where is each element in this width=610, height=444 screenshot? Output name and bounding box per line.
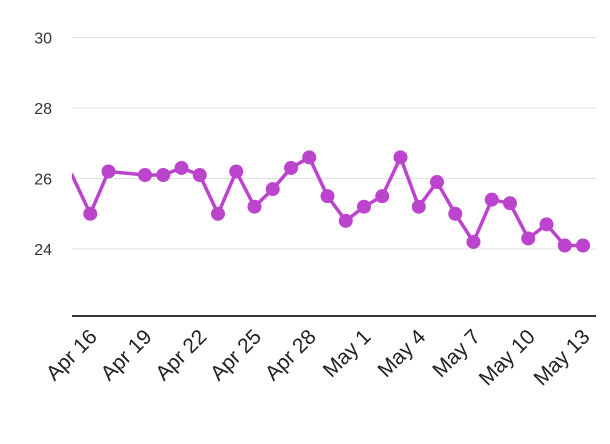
data-point[interactable] xyxy=(247,199,262,214)
y-tick-label: 24 xyxy=(34,242,52,259)
y-axis-tick-labels: 24 26 28 30 xyxy=(34,31,52,259)
data-point[interactable] xyxy=(302,150,317,165)
x-tick-label: Apr 16 xyxy=(42,325,102,385)
data-point[interactable] xyxy=(539,217,554,232)
x-tick-label: May 4 xyxy=(374,325,431,382)
data-point[interactable] xyxy=(211,206,225,221)
series-line xyxy=(72,155,585,248)
x-tick-label: May 10 xyxy=(475,325,540,390)
data-point[interactable] xyxy=(138,168,152,182)
x-tick-label: Apr 28 xyxy=(261,325,321,385)
data-point[interactable] xyxy=(375,189,390,204)
data-point[interactable] xyxy=(466,234,481,249)
data-point[interactable] xyxy=(338,213,353,228)
x-tick-label: Apr 19 xyxy=(97,325,157,385)
data-point[interactable] xyxy=(174,160,189,175)
y-tick-label: 28 xyxy=(34,101,52,118)
data-point[interactable] xyxy=(83,206,98,221)
x-tick-label: Apr 22 xyxy=(151,325,211,385)
data-point[interactable] xyxy=(284,160,298,175)
x-tick-label: May 13 xyxy=(530,325,595,390)
data-point[interactable] xyxy=(448,206,463,221)
data-point[interactable] xyxy=(484,192,499,207)
x-tick-label: May 1 xyxy=(319,325,376,382)
data-point[interactable] xyxy=(521,231,536,246)
data-point[interactable] xyxy=(229,164,244,179)
data-point[interactable] xyxy=(411,199,426,214)
data-point[interactable] xyxy=(357,199,371,214)
data-point[interactable] xyxy=(503,196,517,211)
data-point[interactable] xyxy=(557,238,572,253)
data-point[interactable] xyxy=(430,175,444,190)
data-point[interactable] xyxy=(156,168,171,182)
y-tick-label: 26 xyxy=(34,172,52,189)
data-point[interactable] xyxy=(265,182,280,197)
data-point[interactable] xyxy=(576,238,590,253)
data-point[interactable] xyxy=(393,150,408,165)
x-tick-label: Apr 25 xyxy=(206,325,266,385)
data-point[interactable] xyxy=(320,189,335,204)
data-point[interactable] xyxy=(101,164,116,179)
series-layer xyxy=(72,150,590,253)
data-point[interactable] xyxy=(192,168,207,182)
y-tick-label: 30 xyxy=(34,31,52,48)
